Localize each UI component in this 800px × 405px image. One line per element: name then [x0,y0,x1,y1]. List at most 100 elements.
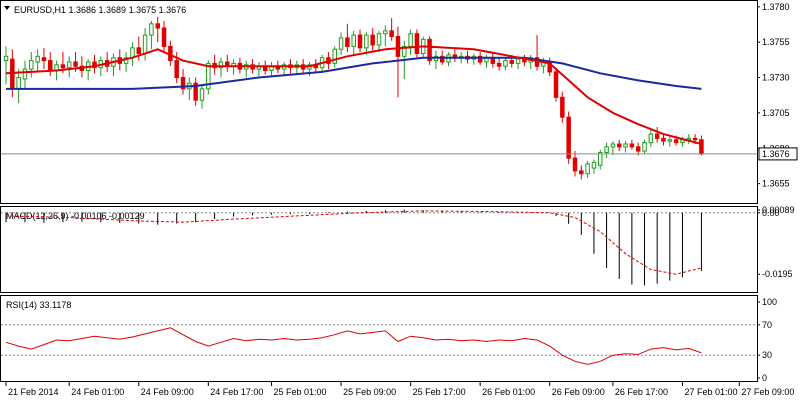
macd-title: MACD(12,26,9) -0.00106 -0.00129 [6,211,145,221]
current-price: 1.3676 [1,147,798,161]
candle-body [654,133,660,139]
candle [395,26,401,98]
candle-body [193,82,198,101]
macd-tick-label: 0.00089 [762,205,795,215]
candle [161,20,167,53]
candle [351,30,356,55]
candle [180,69,186,95]
fast-moving-average-line [5,45,702,145]
candle [629,139,635,150]
time-tick-label: 26 Feb 09:00 [552,387,605,397]
macd-plot-area [1,209,757,286]
time-tick-label: 24 Feb 01:00 [71,387,124,397]
price-tick-label: 1.3755 [762,37,790,47]
candle-body [155,23,160,29]
candle [376,30,382,53]
candle [566,111,571,164]
time-tick-label: 26 Feb 17:00 [615,387,668,397]
candle [22,60,28,89]
candle-body [553,71,559,98]
candle-body [60,64,66,69]
candle [604,142,609,159]
candle-body [136,47,142,54]
candle [579,165,584,180]
candle [661,134,666,146]
candle-body [142,34,148,54]
macd-panel[interactable]: MACD(12,26,9) -0.00106 -0.00129 0.000890… [0,205,795,293]
candle-body [572,157,578,172]
candle [654,127,660,143]
candle-body [496,62,502,67]
candle-body [566,116,571,159]
candle-body [48,60,53,71]
candle-body [206,62,211,90]
candle [3,46,9,85]
candle [585,160,590,178]
candle [199,84,205,109]
price-panel[interactable]: EURUSD,H1 1.3686 1.3689 1.3675 1.3676 1.… [0,0,798,204]
candle-body [623,143,628,148]
time-tick-label: 25 Feb 09:00 [343,387,396,397]
candle-body [604,146,609,153]
candle-body [509,60,515,64]
candle [357,29,363,53]
rsi-tick-label: 100 [762,297,777,307]
candle-body [692,137,698,141]
candle-body [673,139,679,144]
candle-body [383,30,388,35]
candle [667,136,673,147]
candle-body [648,133,654,144]
candle [123,52,129,72]
candle [648,129,654,147]
candle [427,36,432,65]
candle [338,32,344,55]
candle [332,46,337,68]
candle [389,18,394,41]
macd-tick-label: -0.0195 [762,269,793,279]
candle [616,139,622,152]
price-header: EURUSD,H1 1.3686 1.3689 1.3675 1.3676 [4,5,186,15]
candle [193,77,198,106]
time-tick-label: 26 Feb 01:00 [482,387,535,397]
candle-body [332,48,337,64]
price-tick-label: 1.3780 [762,2,790,12]
time-tick-label: 21 Feb 2014 [8,387,59,397]
time-axis: 21 Feb 2014 24 Feb 01:00 24 Feb 09:00 24 Fe… [5,382,794,397]
candle [149,20,154,50]
candle [35,49,40,72]
candle [370,28,375,51]
candle-body [610,143,616,148]
rsi-panel[interactable]: RSI(14) 33.1178 100 70 30 0 [0,295,778,384]
candle-body [515,58,521,64]
candle [155,16,160,43]
candle-body [389,30,394,38]
candle-body [402,45,407,57]
price-tick-label: 1.3705 [762,108,790,118]
candle-body [174,60,179,79]
time-tick-label: 25 Feb 17:00 [413,387,466,397]
candle-body [149,23,154,36]
macd-tick-label: 0.00 [762,208,780,218]
candle-body [180,77,186,90]
macd-signal-line [5,210,702,275]
candle-body [16,77,21,90]
candle-body [73,61,78,67]
candle-body [642,142,647,152]
candle-body [35,55,40,63]
candle-body [364,34,369,49]
candle-body [635,146,641,152]
rsi-tick-label: 30 [762,350,772,360]
candle-body [477,55,483,63]
candle-body [427,38,432,62]
triangle-down-icon[interactable] [4,6,10,10]
candle-body [616,143,622,148]
rsi-axis: 100 70 30 0 [757,297,777,383]
candle [29,52,34,78]
candle [496,57,502,71]
candle [503,57,508,71]
candle [414,29,420,58]
candle-body [357,34,363,49]
